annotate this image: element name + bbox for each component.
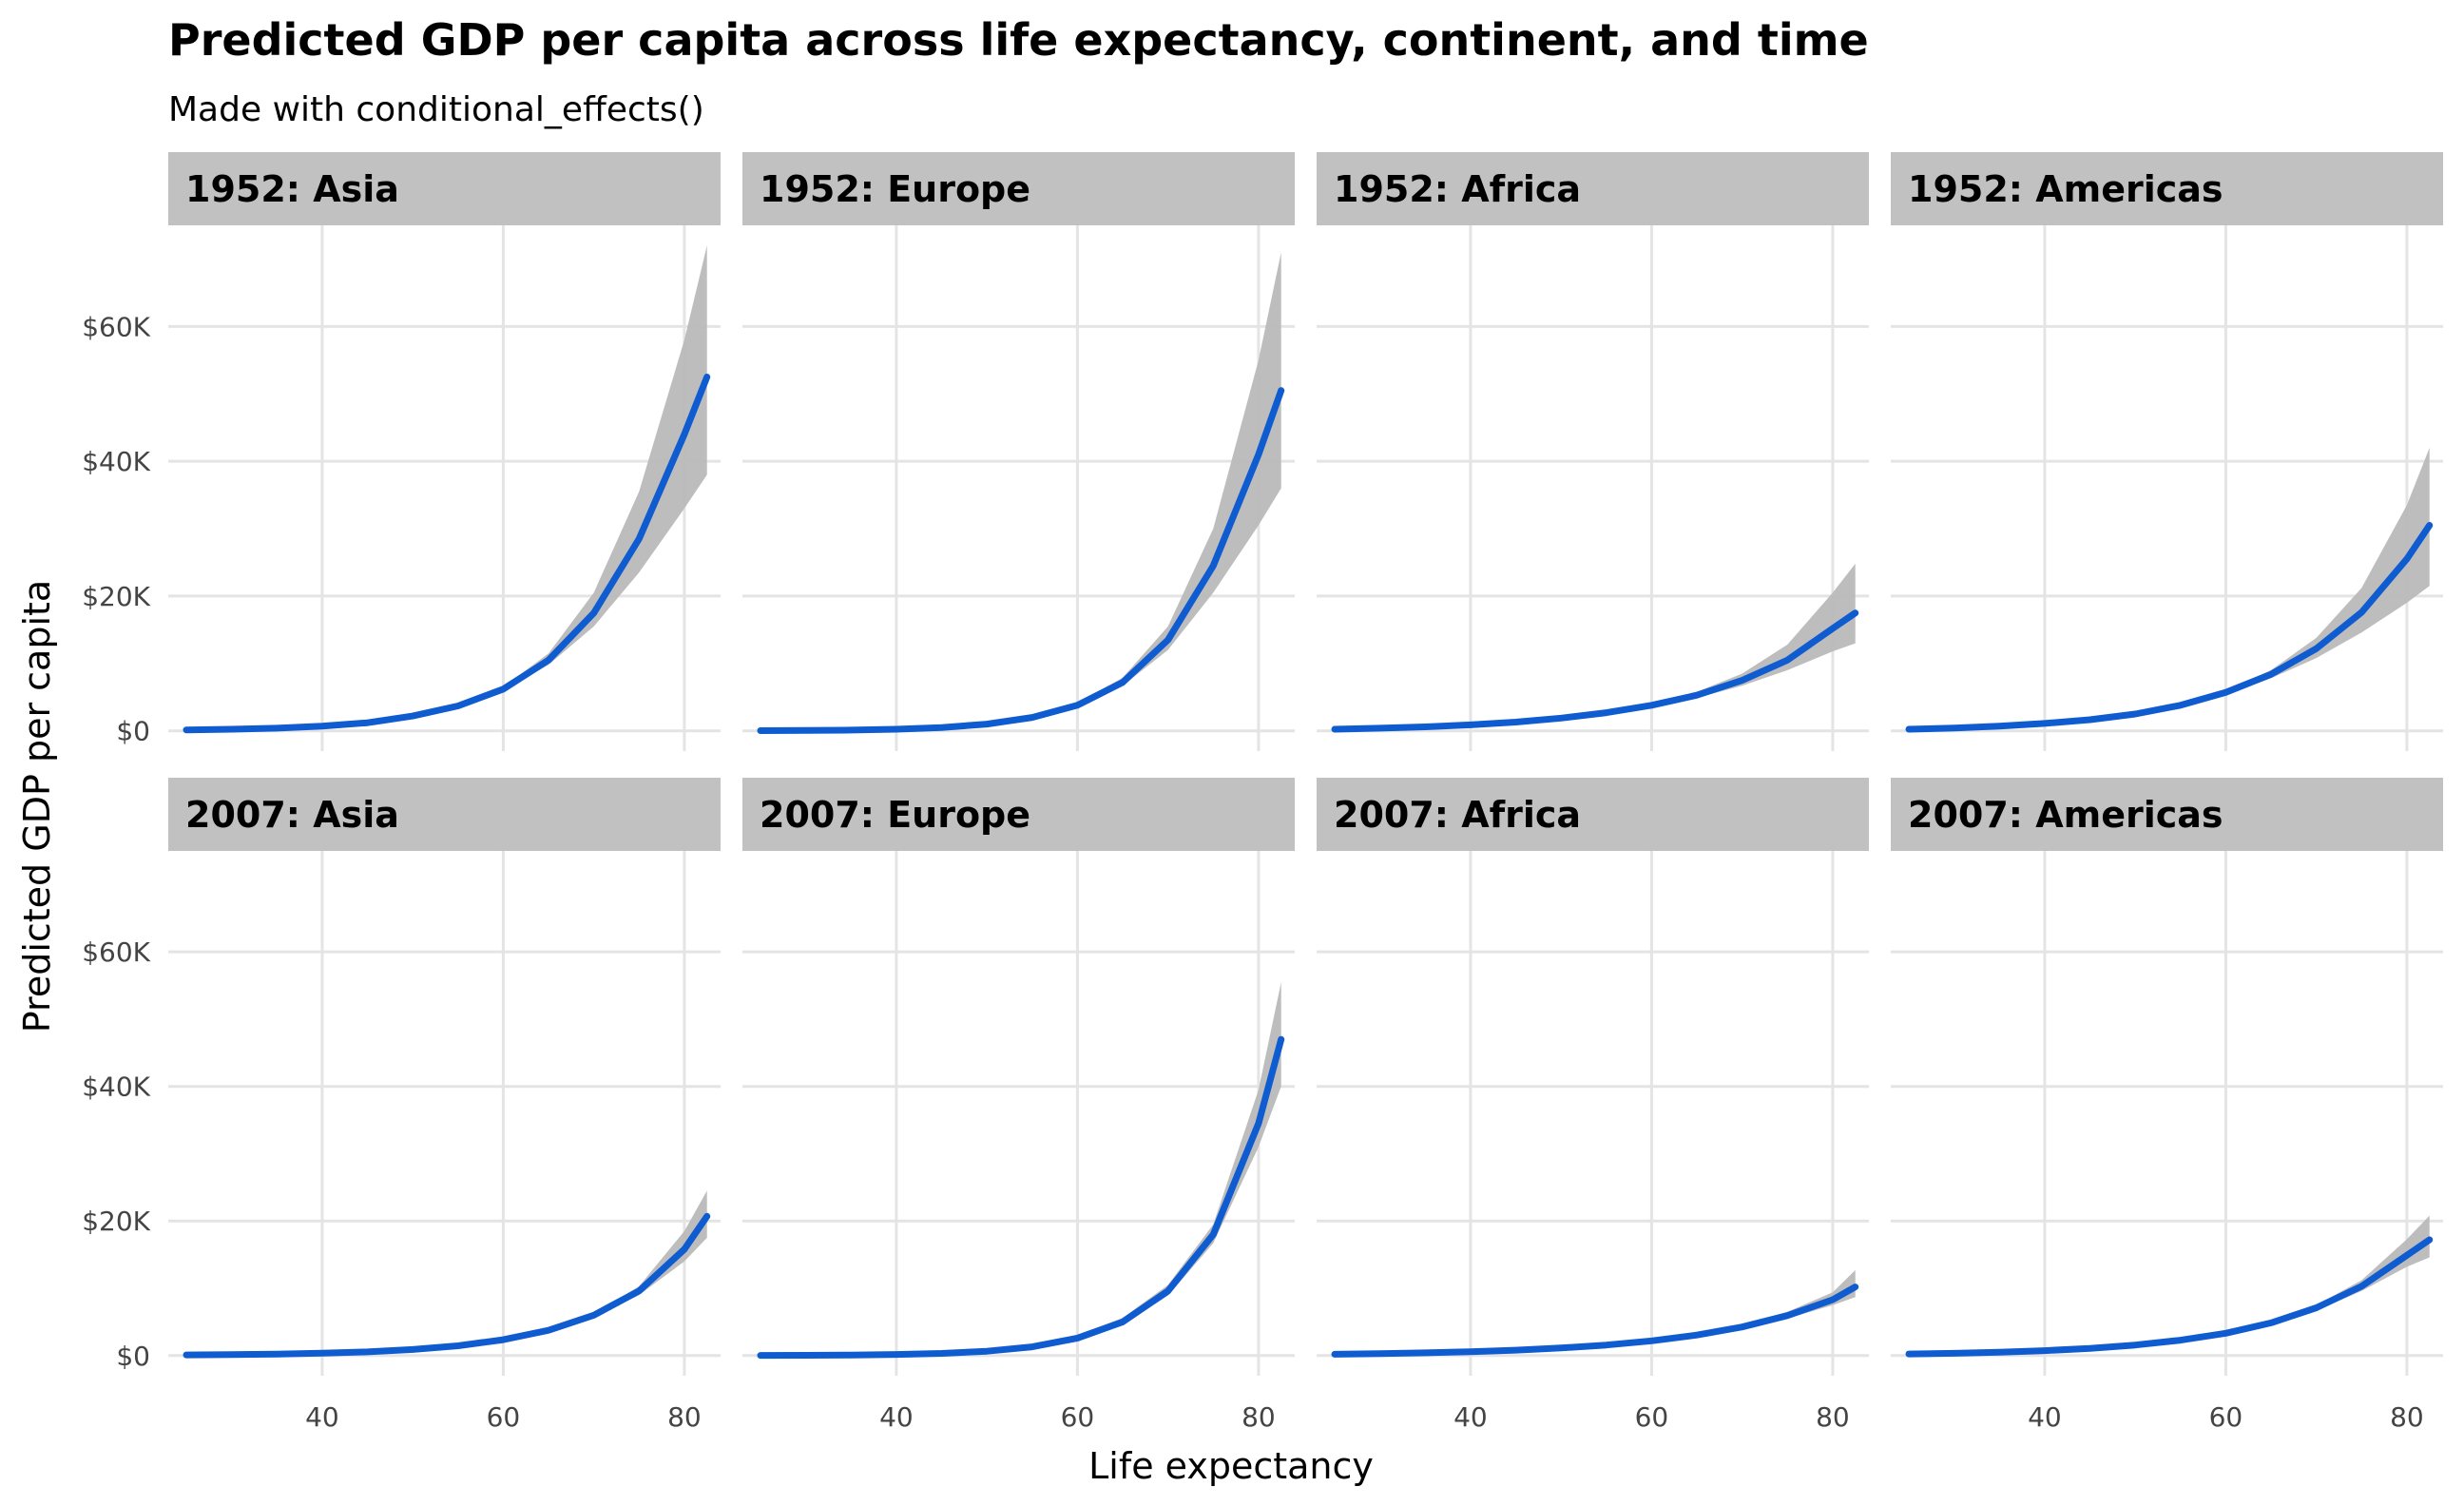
x-tick-label: 40 — [879, 1401, 914, 1433]
facet-strip-label: 1952: Asia — [185, 168, 399, 210]
x-tick-label: 80 — [667, 1401, 702, 1433]
facet-panel: 2007: Europe 40 60 80 — [742, 778, 1295, 1433]
y-tick-label: $20K — [82, 1206, 150, 1237]
x-tick-label: 40 — [2028, 1401, 2062, 1433]
facet-panel: 1952: Africa — [1317, 152, 1869, 751]
facet-strip-label: 1952: Americas — [1908, 168, 2223, 210]
facet-panel: 2007: Africa 40 60 80 — [1317, 778, 1869, 1433]
facet-strip — [742, 152, 1295, 225]
facet-strip — [1317, 778, 1869, 851]
facet-panel: 1952: Americas — [1891, 152, 2443, 751]
x-tick-label: 60 — [2209, 1401, 2243, 1433]
facet-strip — [1891, 778, 2443, 851]
y-tick-label: $0 — [116, 716, 150, 747]
prediction-line — [757, 387, 1285, 734]
facet-grid: 1952: Asia $0 $20K $40K $60K 1952: Europe 1952… — [82, 152, 2443, 1433]
prediction-line — [757, 1035, 1285, 1360]
chart-subtitle: Made with conditional_effects() — [168, 90, 704, 129]
prediction-line — [1331, 1284, 1859, 1358]
prediction-line — [183, 374, 711, 734]
y-axis-title: Predicted GDP per capita — [16, 580, 58, 1033]
facet-strip-label: 2007: Asia — [185, 794, 399, 836]
prediction-line — [183, 1212, 711, 1359]
facet-strip-label: 2007: Africa — [1334, 794, 1581, 836]
x-tick-label: 60 — [487, 1401, 521, 1433]
x-axis-title: Life expectancy — [1088, 1445, 1374, 1487]
y-tick-label: $40K — [82, 446, 150, 477]
x-tick-label: 40 — [1453, 1401, 1488, 1433]
y-tick-label: $40K — [82, 1072, 150, 1103]
facet-panel: 1952: Asia $0 $20K $40K $60K — [82, 152, 721, 751]
facet-strip-label: 1952: Africa — [1334, 168, 1581, 210]
facet-strip-label: 1952: Europe — [760, 168, 1030, 210]
x-tick-label: 80 — [1816, 1401, 1850, 1433]
facet-panel: 2007: Americas 40 60 80 — [1891, 778, 2443, 1433]
x-tick-label: 40 — [305, 1401, 339, 1433]
prediction-line — [1331, 609, 1859, 733]
chart-title: Predicted GDP per capita across life exp… — [168, 14, 1869, 66]
x-tick-label: 80 — [2390, 1401, 2424, 1433]
facet-panel: 2007: Asia $0 $20K $40K $60K 40 60 80 — [82, 778, 721, 1433]
y-tick-label: $60K — [82, 311, 150, 342]
prediction-line — [1905, 1236, 2434, 1358]
x-tick-label: 80 — [1242, 1401, 1276, 1433]
prediction-line — [1905, 522, 2434, 733]
facet-strip-label: 2007: Americas — [1908, 794, 2223, 836]
x-tick-label: 60 — [1061, 1401, 1095, 1433]
facet-strip — [168, 778, 721, 851]
y-tick-label: $0 — [116, 1341, 150, 1372]
y-tick-label: $20K — [82, 581, 150, 612]
facet-strip — [168, 152, 721, 225]
facet-panel: 1952: Europe — [742, 152, 1295, 751]
y-tick-label: $60K — [82, 936, 150, 968]
facet-strip — [1891, 152, 2443, 225]
facet-strip-label: 2007: Europe — [760, 794, 1030, 836]
facet-strip — [1317, 152, 1869, 225]
facet-strip — [742, 778, 1295, 851]
x-tick-label: 60 — [1635, 1401, 1669, 1433]
